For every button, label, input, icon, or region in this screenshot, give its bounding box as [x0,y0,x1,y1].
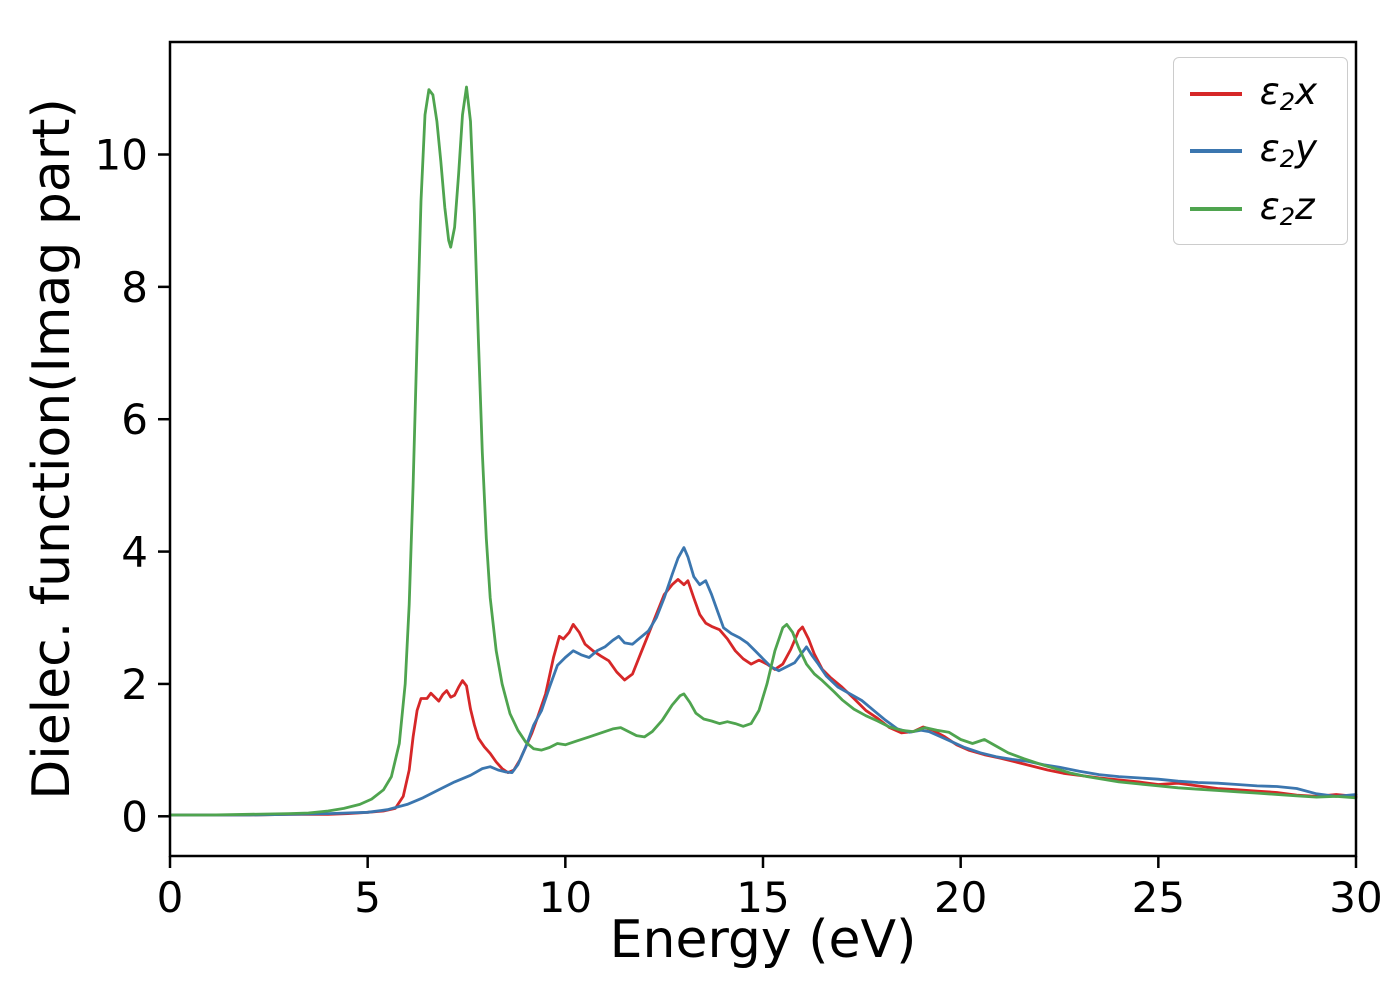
x-axis-label: Energy (eV) [609,910,917,970]
legend-label-e2y: ε2y [1259,127,1317,174]
legend-label-e2x: ε2x [1259,70,1317,116]
y-tick-label: 10 [95,131,148,180]
legend-label-e2z: ε2z [1259,184,1315,231]
x-tick-label: 25 [1132,873,1185,922]
legend-label-axis: z [1295,184,1315,228]
legend-line-swatch-z [1189,206,1242,211]
x-tick-label: 10 [539,873,592,922]
y-axis-label: Dielec. function(Imag part) [22,98,82,800]
legend-label-base: ε [1259,184,1280,228]
x-tick-label: 30 [1329,873,1382,922]
legend-label-axis: x [1295,70,1317,113]
x-tick-label: 0 [157,873,184,922]
legend-label-axis: y [1295,127,1317,171]
legend-label-sub: 2 [1279,145,1296,174]
series-line-z [168,85,1358,817]
x-tick-label: 20 [934,873,987,922]
legend-line-swatch-y [1189,149,1242,154]
y-tick-label: 4 [121,528,148,577]
x-tick-label: 15 [736,873,789,922]
legend-label-sub: 2 [1279,202,1296,231]
legend-label-base: ε [1259,127,1280,171]
legend-entry-e2z: ε2z [1189,184,1317,231]
legend-label-sub: 2 [1279,88,1296,116]
legend-entry-e2x: ε2x [1189,70,1317,116]
x-tick-label: 5 [354,873,381,922]
y-tick-label: 2 [121,660,148,709]
y-tick-label: 0 [121,792,148,841]
legend-label-base: ε [1259,70,1280,113]
legend: ε2x ε2y ε2z [1172,57,1348,246]
y-tick-label: 8 [121,263,148,312]
legend-entry-e2y: ε2y [1189,127,1317,174]
legend-line-swatch-x [1189,91,1242,96]
plot-border [168,40,1358,858]
series-line-y [168,546,1358,817]
y-tick-label: 6 [121,395,148,444]
